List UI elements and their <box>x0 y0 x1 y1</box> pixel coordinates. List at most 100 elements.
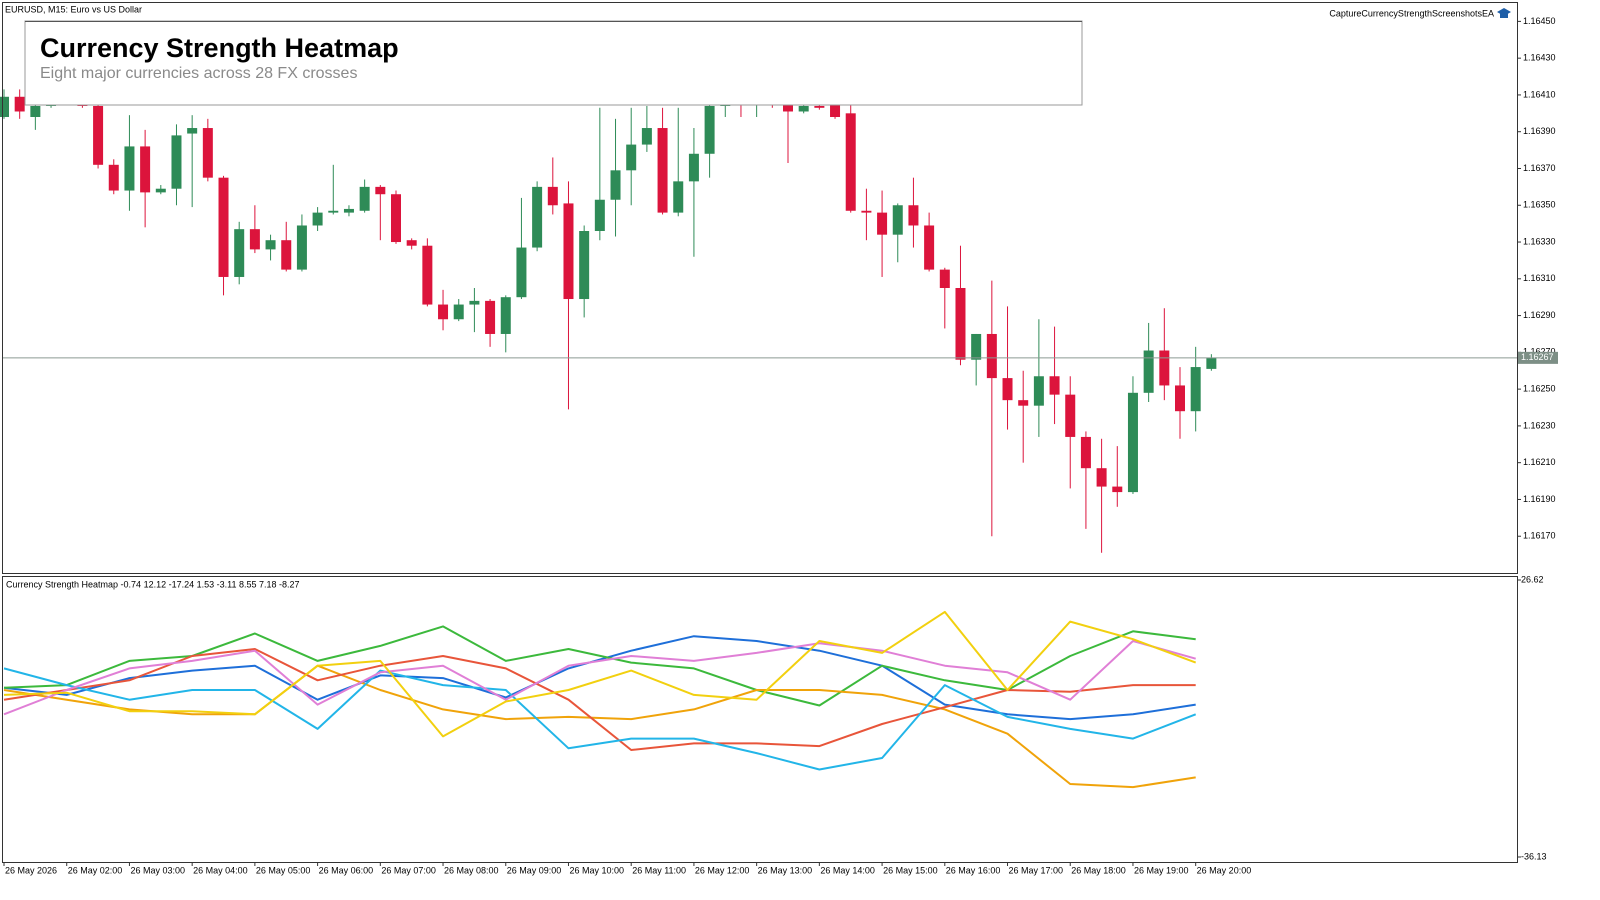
candle-body <box>108 164 119 191</box>
candle-body <box>234 229 245 277</box>
candle-body <box>155 188 166 193</box>
candle-body <box>14 96 25 112</box>
price-frame <box>2 2 1518 574</box>
x-tick-label: 26 May 13:00 <box>758 865 813 875</box>
candle-body <box>626 144 637 171</box>
candle-body <box>1049 376 1060 395</box>
candle-body <box>375 186 386 195</box>
candle-body <box>955 288 966 360</box>
y-tick-label: 1.16170 <box>1523 531 1556 541</box>
candle-body <box>202 128 213 178</box>
candle-body <box>500 297 511 334</box>
candle-body <box>1127 392 1138 493</box>
last-price-label: 1.16267 <box>1521 352 1554 362</box>
candle-body <box>532 186 543 248</box>
candle-body <box>1096 468 1107 487</box>
y-tick-label: 26.62 <box>1521 574 1544 584</box>
candle-body <box>422 245 433 305</box>
candle-body <box>281 240 292 270</box>
candle-body <box>1175 385 1185 412</box>
symbol-label: EURUSD, M15: Euro vs US Dollar <box>5 4 142 14</box>
chart-subtitle: Eight major currencies across 28 FX cros… <box>40 65 357 82</box>
y-tick-label: 1.16410 <box>1523 89 1556 99</box>
candle-body <box>830 104 841 117</box>
candle-body <box>359 186 370 211</box>
strength-line <box>3 667 1197 771</box>
y-tick-label: 1.16290 <box>1523 310 1556 320</box>
y-tick-label: 1.16210 <box>1523 457 1556 467</box>
candle-body <box>1143 350 1154 393</box>
x-tick-label: 26 May 10:00 <box>569 865 624 875</box>
x-tick-label: 26 May 18:00 <box>1071 865 1126 875</box>
indicator-label: Currency Strength Heatmap -0.74 12.12 -1… <box>6 579 300 589</box>
candle-body <box>594 199 605 231</box>
candle-body <box>892 205 903 235</box>
x-tick-label: 26 May 2026 <box>5 865 57 875</box>
title-box <box>24 20 1083 106</box>
strength-line <box>3 625 1196 707</box>
x-tick-label: 26 May 04:00 <box>193 865 248 875</box>
x-tick-label: 26 May 11:00 <box>632 865 686 875</box>
candle-body <box>783 104 793 112</box>
x-tick-label: 26 May 07:00 <box>381 865 436 875</box>
x-tick-label: 26 May 19:00 <box>1134 865 1189 875</box>
ea-icon <box>1497 8 1511 18</box>
candle-body <box>657 128 668 213</box>
x-tick-label: 26 May 14:00 <box>820 865 875 875</box>
x-tick-label: 26 May 16:00 <box>946 865 1001 875</box>
x-tick-label: 26 May 05:00 <box>256 865 311 875</box>
y-tick-label: 1.16430 <box>1523 53 1556 63</box>
candle-body <box>1065 394 1076 437</box>
x-tick-label: 26 May 08:00 <box>444 865 499 875</box>
last-price-box <box>1518 351 1558 364</box>
ea-label: CaptureCurrencyStrengthScreenshotsEA <box>1329 8 1494 18</box>
candle-body <box>1112 486 1123 493</box>
candle-body <box>924 225 935 270</box>
y-tick-label: 1.16330 <box>1523 236 1556 246</box>
candle-body <box>1018 400 1029 406</box>
candle-body <box>641 128 652 145</box>
candle-body <box>939 269 950 288</box>
y-tick-label: 1.16390 <box>1523 126 1556 136</box>
strength-line <box>3 664 1196 789</box>
y-tick-label: 1.16190 <box>1523 494 1556 504</box>
candle-body <box>140 146 151 193</box>
strength-line <box>3 610 1197 738</box>
indicator-frame <box>2 576 1518 863</box>
candle-body <box>343 208 354 213</box>
candle-body <box>438 304 449 320</box>
strength-line <box>3 640 1196 716</box>
candle-body <box>610 170 621 200</box>
candle-body <box>249 229 260 250</box>
candle-body <box>1190 367 1201 412</box>
x-tick-label: 26 May 03:00 <box>130 865 185 875</box>
candle-body <box>688 153 699 182</box>
candle-body <box>547 186 558 206</box>
candle-body <box>798 105 809 112</box>
candle-body <box>814 105 825 108</box>
y-tick-label: 1.16370 <box>1523 163 1556 173</box>
y-tick-label: 1.16450 <box>1523 16 1556 26</box>
axis-overlay: 1.16450 1.16430 1.16410 1.16390 1.16370 1.163… <box>3 16 1558 875</box>
x-tick-label: 26 May 12:00 <box>695 865 750 875</box>
candle-body <box>265 240 276 250</box>
x-tick-label: 26 May 20:00 <box>1197 865 1252 875</box>
candle-body <box>704 105 715 154</box>
x-tick-label: 26 May 02:00 <box>68 865 123 875</box>
candle-body <box>1080 436 1091 469</box>
candle-body <box>0 96 9 117</box>
candle-body <box>1206 357 1217 369</box>
candle-body <box>516 247 527 298</box>
y-tick-label: 1.16350 <box>1523 200 1556 210</box>
candle-body <box>391 194 401 243</box>
candle-body <box>312 212 323 226</box>
candle-body <box>1159 350 1170 386</box>
y-tick-label: 1.16270 <box>1523 347 1556 357</box>
candle-body <box>877 212 888 235</box>
candle-body <box>171 135 182 189</box>
candle-body <box>971 333 982 360</box>
x-tick-label: 26 May 09:00 <box>507 865 562 875</box>
chart-title: Currency Strength Heatmap <box>40 33 399 63</box>
